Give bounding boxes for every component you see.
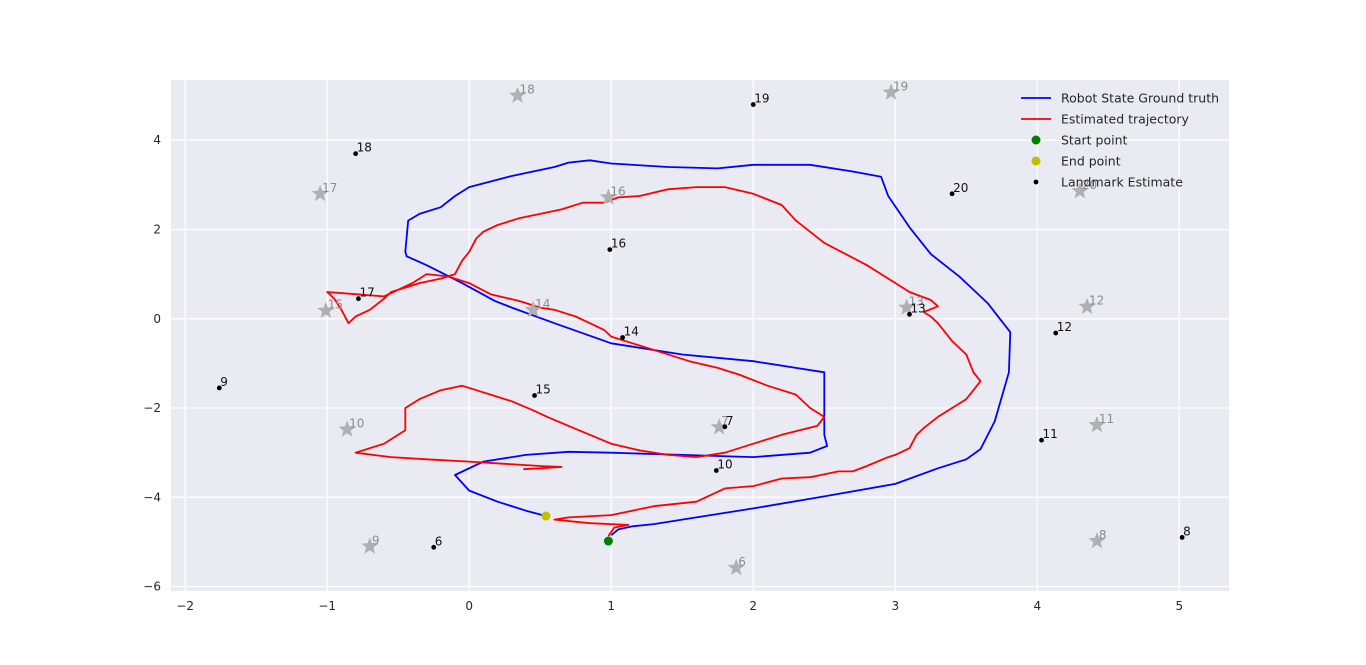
grid-lines xyxy=(171,80,1229,591)
landmark-estimate-label: 18 xyxy=(357,141,372,155)
landmark-estimate-dot xyxy=(907,311,912,317)
true-landmark-star xyxy=(1078,297,1096,314)
landmark-estimate-label: 10 xyxy=(717,458,732,472)
landmark-estimate-label: 14 xyxy=(624,325,639,339)
true-landmark-star xyxy=(710,418,728,435)
true-landmark-star xyxy=(1088,532,1106,549)
landmark-estimates: 19 18 20 16 17 13 14 12 9 15 7 11 10 6 8 xyxy=(216,92,1191,550)
true-landmark-star xyxy=(882,83,900,100)
true-landmark-label: 8 xyxy=(1099,528,1107,542)
legend-label: Landmark Estimate xyxy=(1061,175,1183,190)
true-landmark-label: 9 xyxy=(372,533,380,547)
legend-label: Start point xyxy=(1061,133,1127,148)
legend-marker-swatch xyxy=(1031,156,1041,166)
landmark-estimate-dot xyxy=(607,247,613,252)
legend-label: Robot State Ground truth xyxy=(1061,91,1219,106)
y-tick-label: −6 xyxy=(143,580,161,594)
y-tick-label: 4 xyxy=(153,133,161,147)
x-tick-label: 2 xyxy=(749,599,757,613)
x-tick-label: −1 xyxy=(318,599,336,613)
landmark-estimate-label: 11 xyxy=(1043,427,1058,441)
true-landmark-label: 14 xyxy=(535,297,550,311)
landmark-estimate-dot xyxy=(1039,437,1044,443)
true-landmark-label: 19 xyxy=(893,79,908,93)
x-tick-label: 5 xyxy=(1175,599,1183,613)
landmark-estimate-label: 9 xyxy=(220,375,228,389)
true-landmark-star xyxy=(524,300,542,318)
true-landmark-star xyxy=(1088,416,1106,433)
landmark-estimate-label: 16 xyxy=(611,237,626,251)
ground-truth-line xyxy=(404,159,1012,536)
y-tick-label: 2 xyxy=(153,223,161,237)
true-landmark-star xyxy=(898,298,916,315)
landmark-estimate-dot xyxy=(353,151,359,157)
y-tick-label: −4 xyxy=(143,490,161,504)
true-landmark-star xyxy=(361,537,379,554)
true-landmark-label: 20 xyxy=(1082,178,1097,192)
true-landmark-label: 15 xyxy=(328,298,343,312)
true-landmark-star xyxy=(311,184,329,202)
estimated-trajectory-line xyxy=(326,186,982,537)
landmark-estimate-label: 20 xyxy=(953,181,968,195)
true-landmark-star xyxy=(509,86,527,103)
landmark-estimate-label: 17 xyxy=(359,286,374,300)
landmark-estimate-dot xyxy=(722,424,728,430)
landmark-estimate-dot xyxy=(750,102,756,107)
landmark-estimate-dot xyxy=(1179,535,1185,540)
x-tick-label: 0 xyxy=(465,599,473,613)
landmark-estimate-label: 8 xyxy=(1183,524,1191,538)
true-landmark-label: 12 xyxy=(1089,294,1104,308)
true-landmarks: 18 19 17 16 20 15 14 13 12 10 7 11 9 6 8 xyxy=(311,79,1114,576)
landmark-estimate-dot xyxy=(216,385,222,391)
landmark-estimate-label: 19 xyxy=(754,92,769,106)
landmark-estimate-dot xyxy=(949,191,955,197)
true-landmark-star xyxy=(1071,182,1089,199)
true-landmark-star xyxy=(338,420,356,437)
landmark-estimate-label: 15 xyxy=(536,383,551,397)
plot-background xyxy=(171,80,1229,591)
x-tick-label: 3 xyxy=(891,599,899,613)
end-point-marker xyxy=(541,511,551,521)
start-point-marker xyxy=(603,536,613,546)
legend-marker-swatch xyxy=(1031,135,1041,145)
true-landmark-label: 11 xyxy=(1099,412,1114,426)
true-landmark-label: 16 xyxy=(610,184,625,198)
true-landmark-label: 6 xyxy=(738,555,746,569)
x-tick-label: −2 xyxy=(176,599,194,613)
x-tick-label: 1 xyxy=(607,599,615,613)
legend-label: Estimated trajectory xyxy=(1061,112,1190,127)
landmark-estimate-dot xyxy=(1053,330,1059,336)
legend-label: End point xyxy=(1061,154,1121,169)
x-tick-label: 4 xyxy=(1033,599,1041,613)
true-landmark-label: 18 xyxy=(520,83,535,97)
true-landmark-label: 17 xyxy=(322,181,337,195)
landmark-estimate-dot xyxy=(620,335,626,340)
legend: Robot State Ground truth Estimated trajec… xyxy=(1021,91,1219,190)
landmark-estimate-label: 7 xyxy=(726,414,734,428)
true-landmark-star xyxy=(727,558,745,576)
true-landmark-label: 10 xyxy=(349,416,364,430)
landmark-estimate-label: 12 xyxy=(1057,320,1072,334)
trajectory-series xyxy=(326,159,1012,546)
y-tick-label: −2 xyxy=(143,401,161,415)
landmark-estimate-dot xyxy=(532,393,537,398)
landmark-estimate-label: 13 xyxy=(910,301,925,315)
true-landmark-label: 13 xyxy=(909,295,924,309)
landmark-estimate-dot xyxy=(356,296,361,302)
true-landmark-label: 7 xyxy=(721,414,729,428)
landmark-estimate-dot xyxy=(713,468,719,473)
landmark-estimate-dot xyxy=(431,544,437,550)
true-landmark-star xyxy=(599,188,617,205)
legend-dot-swatch xyxy=(1033,179,1039,185)
landmark-estimate-label: 6 xyxy=(435,534,443,548)
true-landmark-star xyxy=(317,301,335,318)
y-tick-label: 0 xyxy=(153,312,161,326)
